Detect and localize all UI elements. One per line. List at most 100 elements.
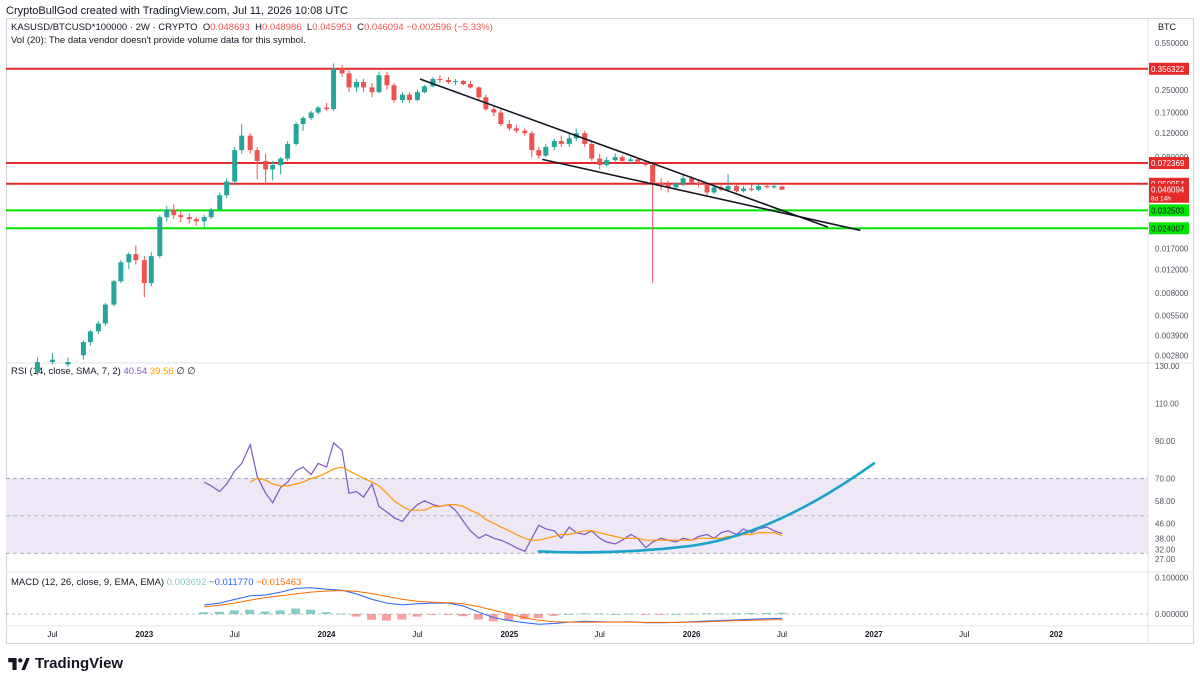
candle-body [208,209,214,218]
macd-histogram-bar [397,614,407,620]
candle-body [126,254,132,263]
macd-legend[interactable]: MACD (12, 26, close, 9, EMA, EMA) 0.0036… [11,577,301,588]
time-tick-label: 202 [1049,630,1063,639]
candle-body [711,187,717,193]
ohlc-open: O0.048693 [202,22,250,33]
macd-signal-value: −0.015463 [256,577,302,588]
time-tick-label: 2024 [318,630,336,639]
candle-body [217,195,223,210]
price-label-text: 0.024007 [1151,224,1185,233]
price-tick-label: 0.550000 [1155,39,1189,48]
candle-body [263,160,269,170]
rsi-tick-label: 90.00 [1155,437,1176,446]
macd-histogram-bar [594,613,604,615]
candle-body [734,186,740,192]
rsi-tick-label: 130.00 [1155,362,1180,371]
macd-histogram-bar [564,614,574,615]
candle-body [118,262,124,282]
candle-body [414,92,420,101]
macd-histogram-bar [412,614,422,617]
candle-body [171,209,177,216]
macd-histogram-bar [762,612,771,615]
candle-body [619,157,625,161]
symbol-legend[interactable]: KASUSD/BTCUSD*100000 · 2W · CRYPTO O0.04… [11,22,493,33]
rsi-title[interactable]: RSI (14, close, SMA, 7, 2) [11,366,121,377]
rsi-tick-label: 110.00 [1155,399,1179,408]
created-by-line: CryptoBullGod created with TradingView.c… [6,5,348,17]
time-tick-label: Jul [47,630,57,639]
candle-body [536,150,542,156]
tradingview-footer[interactable]: TradingView [8,655,123,672]
candle-body [141,260,147,284]
candle-body [673,183,679,188]
ohlc-low: L0.045953 [306,22,352,33]
rsi-extra: ∅ ∅ [176,366,196,377]
rsi-value: 40.54 [123,366,148,377]
candle-body [506,124,512,129]
price-label-text: 0.032503 [1151,206,1185,215]
rsi-sma-value: 39.56 [149,366,174,377]
candle-body [689,178,695,183]
rsi-tick-label: 38.00 [1155,534,1176,543]
price-tick-label: 0.250000 [1155,86,1189,95]
rsi-legend[interactable]: RSI (14, close, SMA, 7, 2) 40.54 39.56 ∅… [11,366,196,377]
macd-histogram-bar [427,614,437,615]
symbol-name[interactable]: KASUSD/BTCUSD*100000 · 2W · CRYPTO [11,22,198,33]
macd-histogram-bar [731,613,741,615]
macd-histogram-bar [214,611,224,615]
candle-body [566,138,572,144]
candle-body [239,135,245,151]
candle-body [87,331,93,343]
time-tick-label: Jul [959,630,969,639]
macd-tick-label: 0.000000 [1155,610,1189,619]
candle-body [635,159,641,162]
candle-body [467,84,473,88]
time-tick-label: Jul [777,630,787,639]
macd-hist-value: 0.003692 [166,577,207,588]
candle-body [339,68,345,74]
price-label-tag [1149,204,1189,217]
candle-body [331,68,337,110]
rsi-tick-label: 32.00 [1155,546,1176,555]
macd-histogram-bar [610,614,620,615]
time-tick-label: 2025 [500,630,518,639]
candle-body [529,133,535,151]
rsi-tick-label: 70.00 [1155,474,1176,483]
candle-body [430,78,436,87]
candle-body [665,184,671,188]
macd-histogram-bar [504,614,514,621]
macd-histogram-bar [671,614,681,615]
candle-body [437,78,443,80]
macd-histogram-bar [337,613,347,615]
candle-body [650,165,656,183]
macd-histogram-bar [260,611,270,615]
bar-countdown: 8d 14h [1151,196,1171,203]
candle-body [285,143,291,159]
macd-signal-line [204,590,783,623]
price-label-tag [1149,62,1189,75]
candle-body [308,112,314,119]
candle-body [157,217,163,257]
candle-body [597,158,603,166]
rsi-tick-label: 27.00 [1155,555,1176,564]
macd-tick-label: 0.100000 [1155,573,1189,582]
macd-histogram-bar [473,614,483,620]
price-tick-label: 0.003900 [1155,332,1189,341]
candle-body [558,141,564,144]
macd-title[interactable]: MACD (12, 26, close, 9, EMA, EMA) [11,577,165,588]
candle-body [406,94,412,101]
candle-body [95,323,101,332]
price-tick-label: 0.002800 [1155,351,1189,360]
macd-histogram-bar [306,609,316,615]
price-tick-label: 0.170000 [1155,109,1189,118]
candle-body [164,209,170,218]
price-label-text: 0.356322 [1151,65,1185,74]
price-tick-label: 0.012000 [1155,265,1189,274]
candle-body [293,124,299,144]
candle-body [756,186,762,190]
time-tick-label: Jul [595,630,605,639]
macd-histogram-bar [275,610,285,615]
ohlc-high: H0.048986 [255,22,302,33]
time-tick-label: Jul [412,630,422,639]
